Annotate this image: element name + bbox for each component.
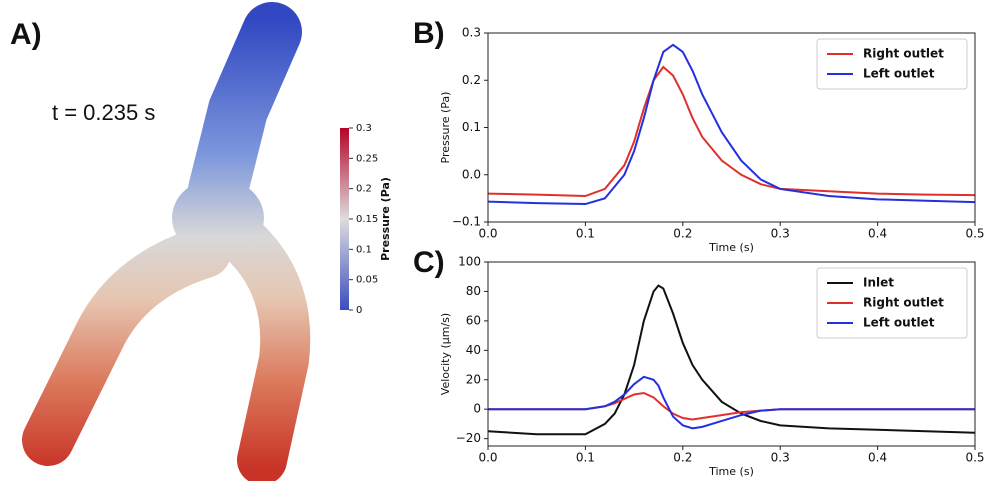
y-tick-label: 0.2 — [462, 73, 481, 87]
x-tick-label: 0.3 — [771, 451, 790, 465]
legend-label: Right outlet — [863, 47, 944, 61]
x-tick-label: 0.4 — [868, 227, 887, 241]
colorbar-tick-label: 0.25 — [356, 153, 378, 164]
vessel-trunk — [188, 2, 302, 220]
x-tick-label: 0.5 — [965, 451, 984, 465]
panel-a: A) t = 0.235 s — [10, 2, 349, 481]
series-line — [487, 43, 976, 206]
colorbar-tick-label: 0.05 — [356, 275, 378, 286]
plot-frame — [487, 261, 976, 447]
legend-label: Inlet — [863, 276, 894, 290]
series-line — [488, 375, 975, 430]
vessel-render — [22, 2, 311, 481]
panel-label: A) — [10, 18, 42, 51]
legend-box — [816, 38, 968, 90]
y-axis-label: Pressure (Pa) — [439, 92, 452, 164]
legend-label: Left outlet — [863, 316, 935, 330]
panel-label: B) — [413, 17, 445, 50]
time-label: t = 0.235 s — [52, 100, 155, 125]
y-tick-label: 40 — [466, 343, 481, 357]
x-tick-label: 0.0 — [478, 227, 497, 241]
colorbar-tick-label: 0.1 — [356, 244, 372, 255]
y-tick-label: 0.3 — [462, 26, 481, 40]
legend-label: Left outlet — [863, 67, 935, 81]
series-line — [487, 284, 976, 436]
plot-frame — [487, 32, 976, 223]
panel-label: C) — [413, 246, 445, 279]
y-tick-label: 60 — [466, 313, 481, 327]
y-tick-label: 0.0 — [462, 167, 481, 181]
vessel-right-branch — [223, 220, 311, 481]
y-axis-label: Velocity (μm/s) — [439, 313, 452, 395]
x-tick-label: 0.3 — [771, 227, 790, 241]
x-axis-label: Time (s) — [708, 241, 754, 254]
vessel-left-branch — [22, 226, 231, 466]
chart: B)0.0 0.1 0.2 0.3 0.4 0.5−0.10.00.10.20.3Time… — [413, 17, 985, 254]
colorbar — [340, 128, 349, 310]
series-line — [488, 391, 975, 421]
y-tick-label: 20 — [466, 372, 481, 386]
x-tick-label: 0.1 — [576, 227, 595, 241]
colorbar-tick-label: 0.2 — [356, 184, 372, 195]
legend-box — [816, 267, 968, 339]
x-tick-label: 0.2 — [673, 451, 692, 465]
chart: C) 0.0 0.1 0.2 0.3 0.4 0.5 −20 0 20 40 60 80 100 Time … — [413, 246, 985, 478]
x-tick-label: 0.4 — [868, 451, 887, 465]
y-tick-label: −20 — [456, 431, 481, 445]
y-tick-label: 0.1 — [462, 120, 481, 134]
x-tick-label: 0.2 — [673, 227, 692, 241]
x-tick-label: 0.0 — [478, 451, 497, 465]
x-tick-label: 0.5 — [965, 227, 984, 241]
colorbar-tick-label: 0.15 — [356, 214, 378, 225]
y-tick-label: 80 — [466, 284, 481, 298]
y-tick-label: −0.1 — [452, 215, 481, 229]
x-axis-label: Time (s) — [708, 465, 754, 478]
colorbar-label: Pressure (Pa) — [379, 177, 392, 261]
legend-label: Right outlet — [863, 296, 944, 310]
y-tick-label: 0 — [473, 402, 481, 416]
colorbar-tick-label: 0 — [356, 305, 362, 316]
x-tick-label: 0.1 — [576, 451, 595, 465]
colorbar-tick-label: 0.3 — [356, 123, 372, 134]
series-line — [487, 65, 976, 198]
y-tick-label: 100 — [458, 255, 481, 269]
